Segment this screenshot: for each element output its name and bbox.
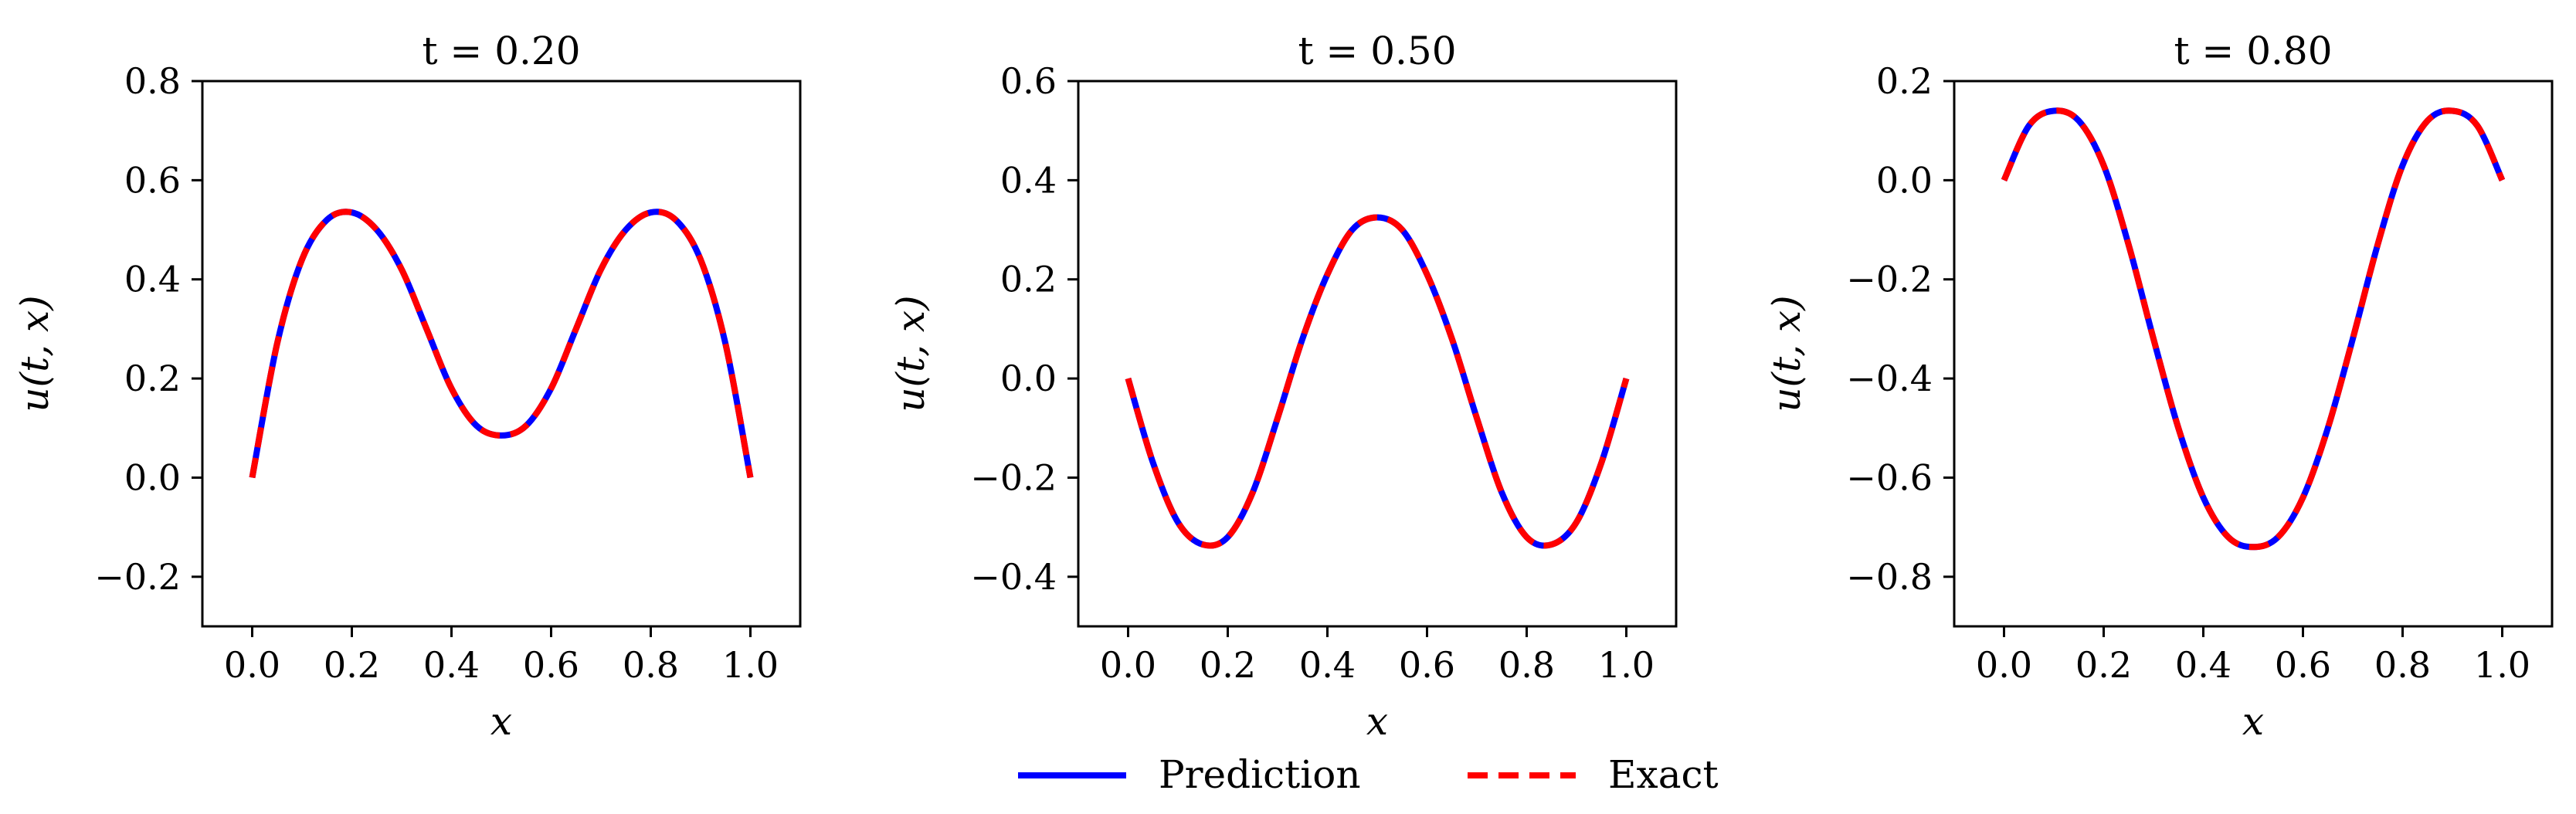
panel-title: t = 0.80: [2174, 29, 2332, 73]
axes-frame: [1077, 80, 1678, 628]
series-line-prediction: [2001, 107, 2506, 551]
y-tick-label: −0.6: [1846, 456, 1933, 498]
y-tick-label: −0.4: [1846, 358, 1933, 399]
panel-title: t = 0.20: [422, 29, 580, 73]
series-line-exact: [2001, 107, 2506, 551]
y-tick-label: −0.2: [1846, 259, 1933, 300]
legend: Prediction Exact: [1018, 752, 1719, 797]
y-tick-label: −0.2: [94, 556, 181, 598]
y-tick-label: 0.8: [124, 60, 181, 102]
y-axis-label: u(t, x): [1764, 295, 1809, 412]
x-tick-label: 0.6: [523, 644, 579, 686]
series-line-prediction: [1125, 214, 1630, 549]
axes-frame: [201, 80, 802, 628]
legend-exact-label: Exact: [1608, 752, 1719, 797]
y-axis-label: u(t, x): [12, 295, 57, 412]
y-tick-label: 0.0: [124, 456, 181, 498]
y-tick-label: 0.2: [1876, 60, 1933, 102]
chart-panel-2: 0.0 0.2 0.4 0.6 0.8 1.0 −0.4 −0.2 0.0 0.2 0.4 0.6 t …: [888, 29, 1678, 744]
legend-prediction-label: Prediction: [1159, 752, 1361, 797]
y-tick-label: 0.0: [1876, 159, 1933, 201]
y-tick-label: −0.2: [970, 456, 1057, 498]
x-tick-label: 1.0: [722, 644, 779, 686]
y-tick-label: 0.4: [124, 259, 181, 300]
panel-title: t = 0.50: [1298, 29, 1456, 73]
x-tick-label: 0.8: [2374, 644, 2431, 686]
x-tick-label: 0.8: [623, 644, 679, 686]
x-tick-label: 0.2: [1200, 644, 1256, 686]
x-tick-label: 0.4: [2175, 644, 2232, 686]
y-axis-label: u(t, x): [888, 295, 933, 412]
y-tick-label: −0.8: [1846, 556, 1933, 598]
y-tick-label: 0.2: [1000, 259, 1057, 300]
x-tick-label: 0.6: [1399, 644, 1455, 686]
series-line-exact: [1125, 214, 1630, 549]
y-tick-label: 0.4: [1000, 159, 1057, 201]
series-line-prediction: [249, 209, 754, 479]
x-tick-label: 0.4: [423, 644, 480, 686]
x-axis-label: x: [490, 699, 512, 744]
x-tick-label: 0.0: [1100, 644, 1156, 686]
x-tick-label: 1.0: [1598, 644, 1655, 686]
x-tick-label: 0.4: [1299, 644, 1356, 686]
y-tick-label: 0.0: [1000, 358, 1057, 399]
chart-panel-1: 0.0 0.2 0.4 0.6 0.8 1.0 −0.2 0.0 0.2 0.4 0.6 0.8 t =…: [12, 29, 802, 744]
axes-frame: [1953, 80, 2554, 628]
x-axis-label: x: [1366, 699, 1388, 744]
x-tick-label: 0.6: [2275, 644, 2331, 686]
x-tick-label: 0.0: [224, 644, 280, 686]
y-tick-label: 0.6: [124, 159, 181, 201]
x-tick-label: 0.0: [1976, 644, 2032, 686]
x-axis-label: x: [2242, 699, 2264, 744]
y-tick-label: −0.4: [970, 556, 1057, 598]
chart-panel-3: 0.0 0.2 0.4 0.6 0.8 1.0 −0.8 −0.6 −0.4 −0.2 0.0 0.2…: [1764, 29, 2554, 744]
x-tick-label: 1.0: [2474, 644, 2530, 686]
x-tick-label: 0.2: [324, 644, 380, 686]
x-tick-label: 0.8: [1498, 644, 1555, 686]
y-tick-label: 0.6: [1000, 60, 1057, 102]
y-tick-label: 0.2: [124, 358, 181, 399]
x-tick-label: 0.2: [2075, 644, 2132, 686]
